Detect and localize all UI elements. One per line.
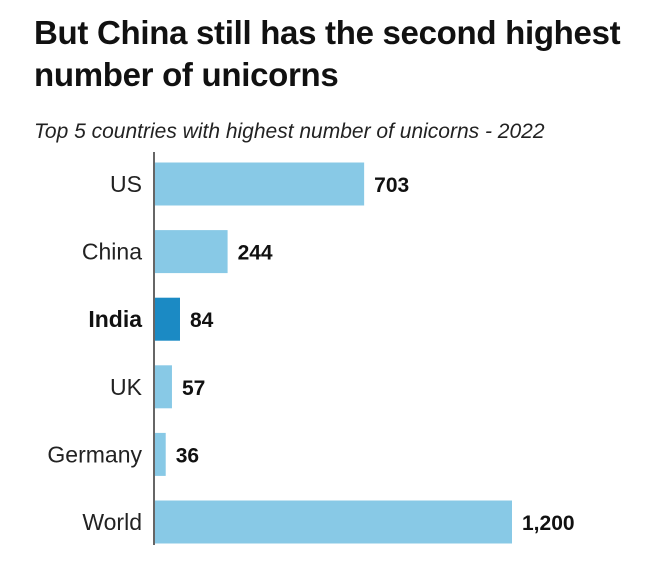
bar-india [155, 297, 180, 341]
chart-title: But China still has the second highest n… [34, 14, 621, 93]
bar-uk [155, 365, 172, 409]
bar-germany [155, 432, 166, 476]
bar-us [155, 162, 365, 206]
category-label-china: China [82, 239, 142, 265]
category-label-india: India [88, 306, 142, 332]
value-label-us: 703 [374, 174, 409, 197]
value-label-uk: 57 [182, 377, 205, 400]
category-label-germany: Germany [47, 441, 142, 467]
bar-world [155, 500, 512, 544]
category-label-uk: UK [110, 374, 143, 400]
bar-china [155, 230, 228, 274]
value-label-india: 84 [190, 309, 214, 332]
category-label-us: US [110, 171, 142, 197]
value-label-china: 244 [238, 242, 273, 265]
category-label-world: World [82, 509, 142, 535]
value-label-germany: 36 [176, 444, 199, 467]
chart-subtitle: Top 5 countries with highest number of u… [34, 120, 545, 143]
value-label-world: 1,200 [522, 512, 575, 535]
